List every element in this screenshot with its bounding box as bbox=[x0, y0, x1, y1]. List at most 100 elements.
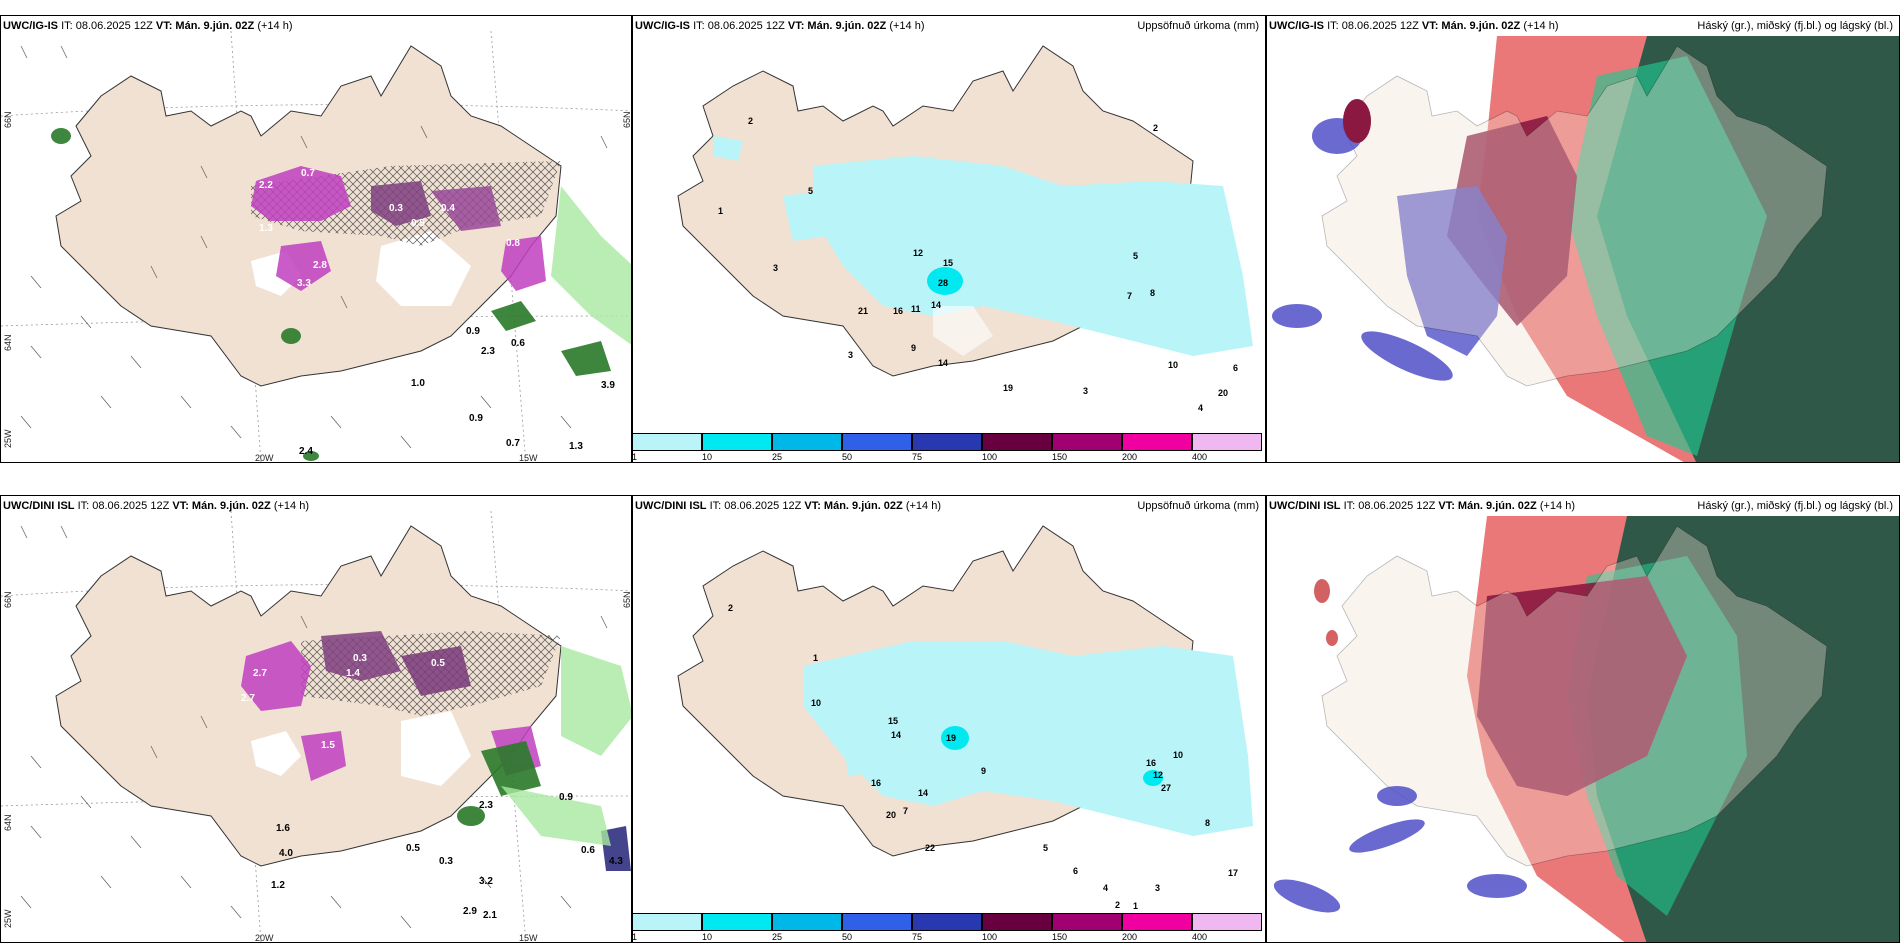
colorbar-cell bbox=[1052, 433, 1122, 451]
precip-label: 0.5 bbox=[406, 843, 420, 854]
precip-label: 0.4 bbox=[441, 203, 455, 214]
lat-label: 64N bbox=[3, 334, 13, 351]
accum-label: 5 bbox=[1133, 251, 1138, 261]
accum-label: 28 bbox=[938, 278, 948, 288]
accum-label: 16 bbox=[871, 778, 881, 788]
colorbar-label: 100 bbox=[982, 452, 998, 462]
accum-label: 9 bbox=[911, 343, 916, 353]
precip-label: 3.3 bbox=[297, 278, 311, 289]
accum-label: 16 bbox=[893, 306, 903, 316]
precip-label: 2.7 bbox=[241, 693, 255, 704]
accum-label: 20 bbox=[886, 810, 896, 820]
panel-header: UWC/IG-IS IT: 08.06.2025 12Z VT: Mán. 9.… bbox=[1269, 20, 1559, 32]
accum-label: 3 bbox=[1083, 386, 1088, 396]
accum-label: 20 bbox=[1218, 388, 1228, 398]
accum-label: 6 bbox=[1073, 866, 1078, 876]
precip-label: 0.5 bbox=[411, 218, 425, 229]
precip-label: 4.0 bbox=[279, 848, 293, 859]
colorbar-label: 75 bbox=[912, 932, 923, 942]
lon-label: 15W bbox=[519, 453, 538, 463]
precip-label: 0.5 bbox=[431, 658, 445, 669]
precip-label: 0.3 bbox=[353, 653, 367, 664]
accum-label: 7 bbox=[1127, 291, 1132, 301]
accum-label: 1 bbox=[718, 206, 723, 216]
colorbar-label: 200 bbox=[1122, 452, 1138, 462]
colorbar-cell bbox=[842, 913, 912, 931]
precip-label: 2.8 bbox=[313, 260, 327, 271]
precip-label: 1.5 bbox=[321, 740, 335, 751]
panel-header: UWC/IG-IS IT: 08.06.2025 12Z VT: Mán. 9.… bbox=[635, 20, 925, 32]
panel-header: UWC/DINI ISL IT: 08.06.2025 12Z VT: Mán.… bbox=[3, 500, 309, 512]
colorbar-label: 1 bbox=[632, 452, 638, 462]
accum-label: 2 bbox=[728, 603, 733, 613]
colorbar-cell bbox=[912, 433, 982, 451]
lon-label: 20W bbox=[255, 933, 274, 943]
panel-precip-wind-top: UWC/IG-IS IT: 08.06.2025 12Z VT: Mán. 9.… bbox=[0, 15, 632, 463]
colorbar-cell bbox=[1192, 433, 1262, 451]
iceland-landmass bbox=[1321, 45, 1828, 387]
precip-label: 0.9 bbox=[559, 792, 573, 803]
colorbar-label: 50 bbox=[842, 452, 853, 462]
precip-label: 2.3 bbox=[479, 800, 493, 811]
accum-label: 21 bbox=[858, 306, 868, 316]
precip-label: 2.3 bbox=[481, 346, 495, 357]
lat-label: 64N bbox=[3, 814, 13, 831]
accum-label: 16 bbox=[1146, 758, 1156, 768]
panel-cloud-cover-bottom: UWC/DINI ISL IT: 08.06.2025 12Z VT: Mán.… bbox=[1266, 495, 1900, 943]
accum-label: 19 bbox=[1003, 383, 1013, 393]
colorbar-label: 100 bbox=[982, 932, 998, 942]
precip-label: 4.3 bbox=[609, 856, 623, 867]
precip-label: 2.1 bbox=[483, 910, 497, 921]
colorbar-label: 25 bbox=[772, 932, 783, 942]
accum-label: 15 bbox=[943, 258, 953, 268]
precip-label: 1.6 bbox=[276, 823, 290, 834]
colorbar-cell bbox=[632, 913, 702, 931]
panel-subtitle: Uppsöfnuð úrkoma (mm) bbox=[1137, 20, 1259, 32]
accum-label: 4 bbox=[1103, 883, 1108, 893]
precip-label: 1.0 bbox=[411, 378, 425, 389]
panel-cloud-cover-top: UWC/IG-IS IT: 08.06.2025 12Z VT: Mán. 9.… bbox=[1266, 15, 1900, 463]
colorbar-top: 1 10 25 50 75 100 150 200 400 bbox=[632, 433, 1266, 462]
precip-label: 0.6 bbox=[581, 845, 595, 856]
precip-label: 1.3 bbox=[259, 223, 273, 234]
panel-header: UWC/IG-IS IT: 08.06.2025 12Z VT: Mán. 9.… bbox=[3, 20, 293, 32]
iceland-landmass bbox=[1321, 525, 1828, 867]
precip-label: 0.9 bbox=[466, 326, 480, 337]
colorbar-label: 25 bbox=[772, 452, 783, 462]
colorbar-cell bbox=[1122, 433, 1192, 451]
colorbar-label: 200 bbox=[1122, 932, 1138, 942]
accum-label: 14 bbox=[891, 730, 901, 740]
colorbar-label: 150 bbox=[1052, 932, 1068, 942]
colorbar-cell bbox=[1122, 913, 1192, 931]
colorbar-label: 10 bbox=[702, 452, 713, 462]
precip-label: 1.3 bbox=[569, 441, 583, 452]
accum-label: 2 bbox=[1153, 123, 1158, 133]
panel-header: UWC/DINI ISL IT: 08.06.2025 12Z VT: Mán.… bbox=[635, 500, 941, 512]
accum-label: 5 bbox=[808, 186, 813, 196]
accum-label: 10 bbox=[811, 698, 821, 708]
precip-label: 3.2 bbox=[479, 876, 493, 887]
precip-label: 3.9 bbox=[601, 380, 615, 391]
lat-label: 66N bbox=[3, 111, 13, 128]
accum-label: 14 bbox=[931, 300, 941, 310]
precip-label: 0.9 bbox=[469, 413, 483, 424]
accum-label: 10 bbox=[1173, 750, 1183, 760]
accum-label: 27 bbox=[1161, 783, 1171, 793]
accum-label: 14 bbox=[918, 788, 928, 798]
accum-label: 3 bbox=[773, 263, 778, 273]
accum-label: 14 bbox=[938, 358, 948, 368]
panel-precip-wind-bottom: UWC/DINI ISL IT: 08.06.2025 12Z VT: Mán.… bbox=[0, 495, 632, 943]
map-accum-precip: 2 1 3 5 12 15 28 14 11 16 21 3 9 8 7 20 … bbox=[677, 45, 1253, 413]
precip-label: 0.6 bbox=[511, 338, 525, 349]
lon-label: 20W bbox=[255, 453, 274, 463]
lon-label: 15W bbox=[519, 933, 538, 943]
colorbar-cell bbox=[982, 913, 1052, 931]
map-precip-wind: 2.7 2.7 1.5 0.3 1.4 0.5 0.6 2.3 0.9 4.3 … bbox=[1, 510, 631, 942]
map-cloud-cover bbox=[1267, 36, 1899, 462]
colorbar-cell bbox=[1192, 913, 1262, 931]
colorbar-label: 400 bbox=[1192, 932, 1208, 942]
colorbar-label: 1 bbox=[632, 932, 638, 942]
precip-label: 2.4 bbox=[299, 446, 313, 457]
accum-label: 10 bbox=[1168, 360, 1178, 370]
map-accum-precip: 2 1 10 15 14 19 16 14 22 20 7 12 16 27 1… bbox=[677, 525, 1253, 911]
